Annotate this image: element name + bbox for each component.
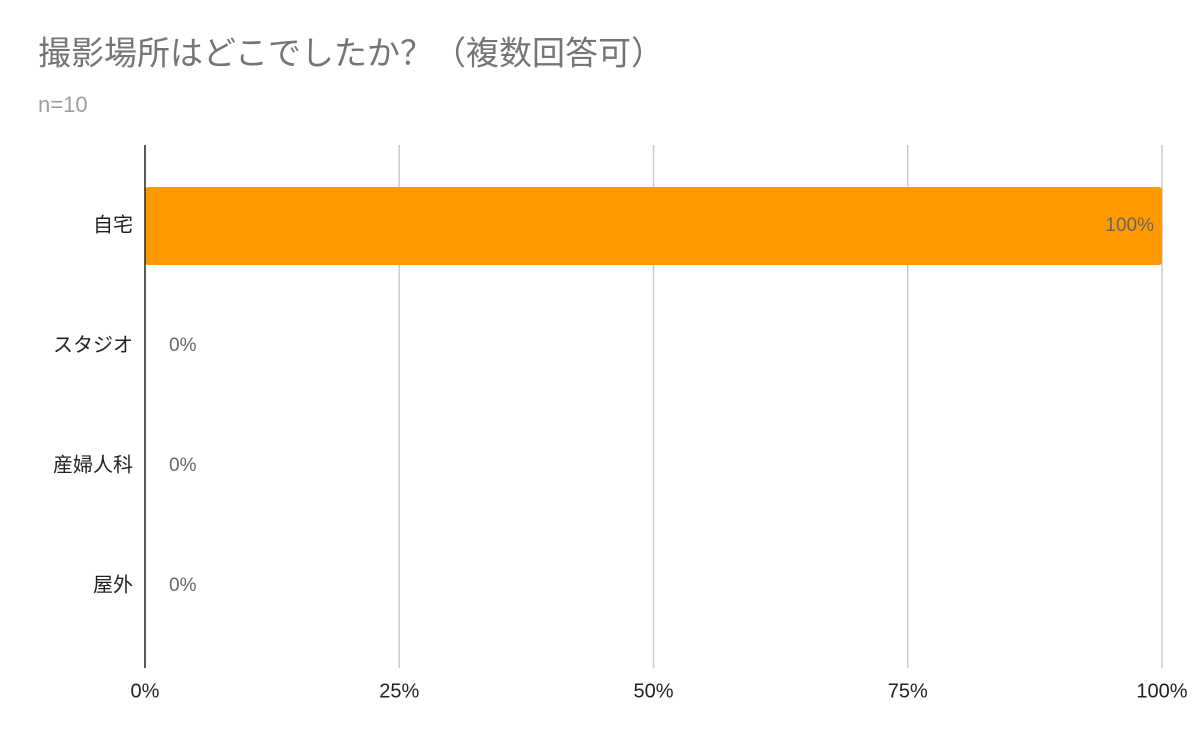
x-tick-label: 100% bbox=[1136, 680, 1187, 702]
y-tick-label: 産婦人科 bbox=[53, 453, 133, 476]
bar bbox=[145, 187, 1162, 265]
value-label: 0% bbox=[169, 575, 197, 596]
y-tick-label: スタジオ bbox=[53, 333, 133, 356]
value-label: 100% bbox=[1105, 215, 1154, 236]
x-tick-label: 75% bbox=[888, 680, 928, 702]
value-label: 0% bbox=[169, 455, 197, 476]
y-tick-label: 屋外 bbox=[93, 573, 133, 596]
chart-subtitle: n=10 bbox=[38, 92, 88, 117]
x-tick-label: 0% bbox=[131, 680, 160, 702]
x-tick-label: 25% bbox=[379, 680, 419, 702]
value-label: 0% bbox=[169, 335, 197, 356]
x-tick-label: 50% bbox=[633, 680, 673, 702]
chart-title: 撮影場所はどこでしたか？（複数回答可） bbox=[38, 35, 664, 72]
y-tick-label: 自宅 bbox=[93, 213, 133, 236]
